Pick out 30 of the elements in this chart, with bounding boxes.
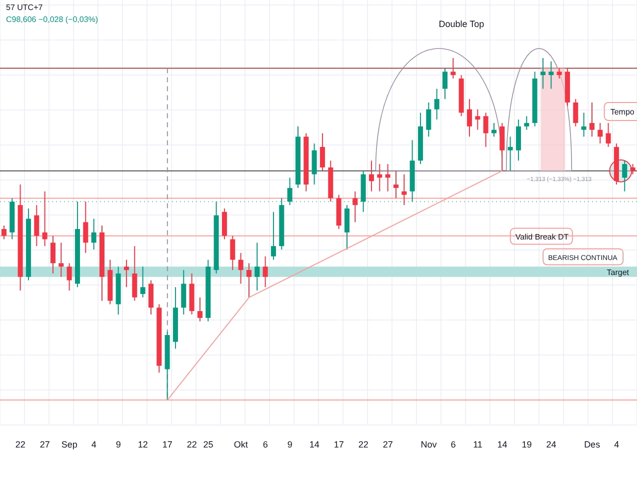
x-tick-label: 14 [309, 439, 320, 450]
text: Double Top [438, 19, 484, 30]
x-tick-label: 19 [522, 439, 532, 450]
x-tick-label: Nov [420, 439, 438, 450]
x-tick-label: 12 [138, 439, 148, 450]
text: 57 UTC+7 [6, 3, 44, 12]
x-tick-label: 4 [91, 439, 96, 450]
x-tick-label: 24 [546, 439, 556, 450]
x-tick-label: 22 [15, 439, 26, 450]
annotation: Tempo [610, 107, 635, 116]
x-tick-label: 27 [382, 439, 393, 450]
x-tick-label: 27 [40, 439, 50, 450]
x-tick-label: 22 [186, 439, 197, 450]
x-tick-label: Sep [61, 439, 78, 450]
x-tick-label: 22 [358, 439, 368, 450]
x-tick-label: Des [584, 439, 601, 450]
x-tick-label: 6 [262, 439, 268, 450]
x-tick-label: 17 [162, 439, 172, 450]
x-tick-label: 6 [450, 439, 456, 450]
annotation: Valid Break DT [515, 232, 569, 242]
x-tick-label: 11 [473, 439, 482, 450]
x-tick-label: 9 [287, 439, 292, 450]
x-tick-label: Okt [234, 439, 248, 450]
x-tick-label: 4 [614, 439, 620, 450]
x-tick-label: 9 [116, 439, 121, 450]
x-tick-label: 17 [334, 439, 344, 450]
x-tick-label: 14 [497, 439, 508, 450]
x-tick-label: 25 [203, 439, 214, 450]
band-label: Target [606, 268, 630, 277]
text: C98,606 −0,028 (−0,03%) [6, 15, 98, 24]
